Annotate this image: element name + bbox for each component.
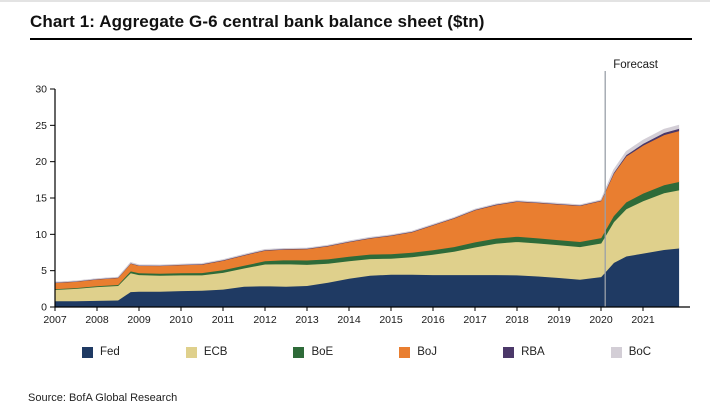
legend-item-ecb: ECB bbox=[185, 346, 228, 358]
legend-swatch-ecb bbox=[185, 346, 197, 358]
legend-item-rba: RBA bbox=[503, 346, 545, 358]
x-tick-label: 2020 bbox=[589, 314, 613, 326]
legend-label: BoC bbox=[628, 346, 652, 358]
y-tick-label: 30 bbox=[35, 84, 47, 96]
legend-swatch-boe bbox=[293, 346, 305, 358]
area-series-boc bbox=[54, 124, 680, 283]
y-tick-label: 10 bbox=[35, 229, 47, 241]
x-tick-label: 2014 bbox=[337, 314, 361, 326]
legend-label: ECB bbox=[203, 346, 228, 358]
x-tick-label: 2012 bbox=[253, 314, 277, 326]
x-tick-label: 2011 bbox=[212, 314, 235, 326]
x-tick-label: 2016 bbox=[421, 314, 445, 326]
legend-item-fed: Fed bbox=[82, 346, 120, 358]
y-tick-label: 5 bbox=[41, 265, 47, 277]
legend-label: RBA bbox=[521, 346, 545, 358]
forecast-label: Forecast bbox=[613, 59, 659, 71]
page-title: Chart 1: Aggregate G-6 central bank bala… bbox=[30, 12, 485, 31]
legend-label: BoJ bbox=[417, 346, 438, 358]
x-tick-label: 2009 bbox=[127, 314, 151, 326]
legend-swatch-fed bbox=[82, 346, 93, 358]
legend-label: Fed bbox=[100, 346, 120, 358]
x-tick-label: 2007 bbox=[43, 314, 67, 326]
legend-swatch-boc bbox=[610, 346, 622, 358]
y-tick-label: 15 bbox=[35, 193, 47, 205]
chart-area: Forecast 0 5 10 15 20 25 30 2007 2008 2009 2010 2011… bbox=[0, 54, 710, 339]
x-tick-label: 2010 bbox=[169, 314, 193, 326]
x-tick-label: 2017 bbox=[463, 314, 487, 326]
x-tick-label: 2008 bbox=[85, 314, 109, 326]
balance-sheet-stacked-area-chart: Forecast 0 5 10 15 20 25 30 2007 2008 2009 2010 2011… bbox=[35, 59, 690, 326]
legend-label: BoE bbox=[311, 346, 334, 358]
legend-item-boc: BoC bbox=[610, 346, 652, 358]
x-tick-label: 2019 bbox=[547, 314, 571, 326]
y-tick-label: 20 bbox=[35, 156, 47, 168]
legend-item-boj: BoJ bbox=[399, 346, 437, 358]
x-tick-label: 2021 bbox=[631, 314, 655, 326]
chart-legend: Fed ECB BoE BoJ RBA BoC bbox=[0, 346, 710, 358]
legend-swatch-boj bbox=[399, 346, 411, 358]
y-tick-label: 25 bbox=[35, 120, 47, 132]
x-tick-label: 2018 bbox=[505, 314, 529, 326]
x-tick-label: 2015 bbox=[379, 314, 403, 326]
source-text: Source: BofA Global Research bbox=[28, 392, 178, 404]
legend-item-boe: BoE bbox=[293, 346, 333, 358]
y-tick-label: 0 bbox=[41, 302, 47, 314]
legend-swatch-rba bbox=[503, 346, 515, 358]
x-tick-label: 2013 bbox=[295, 314, 319, 326]
title-divider bbox=[30, 38, 692, 40]
